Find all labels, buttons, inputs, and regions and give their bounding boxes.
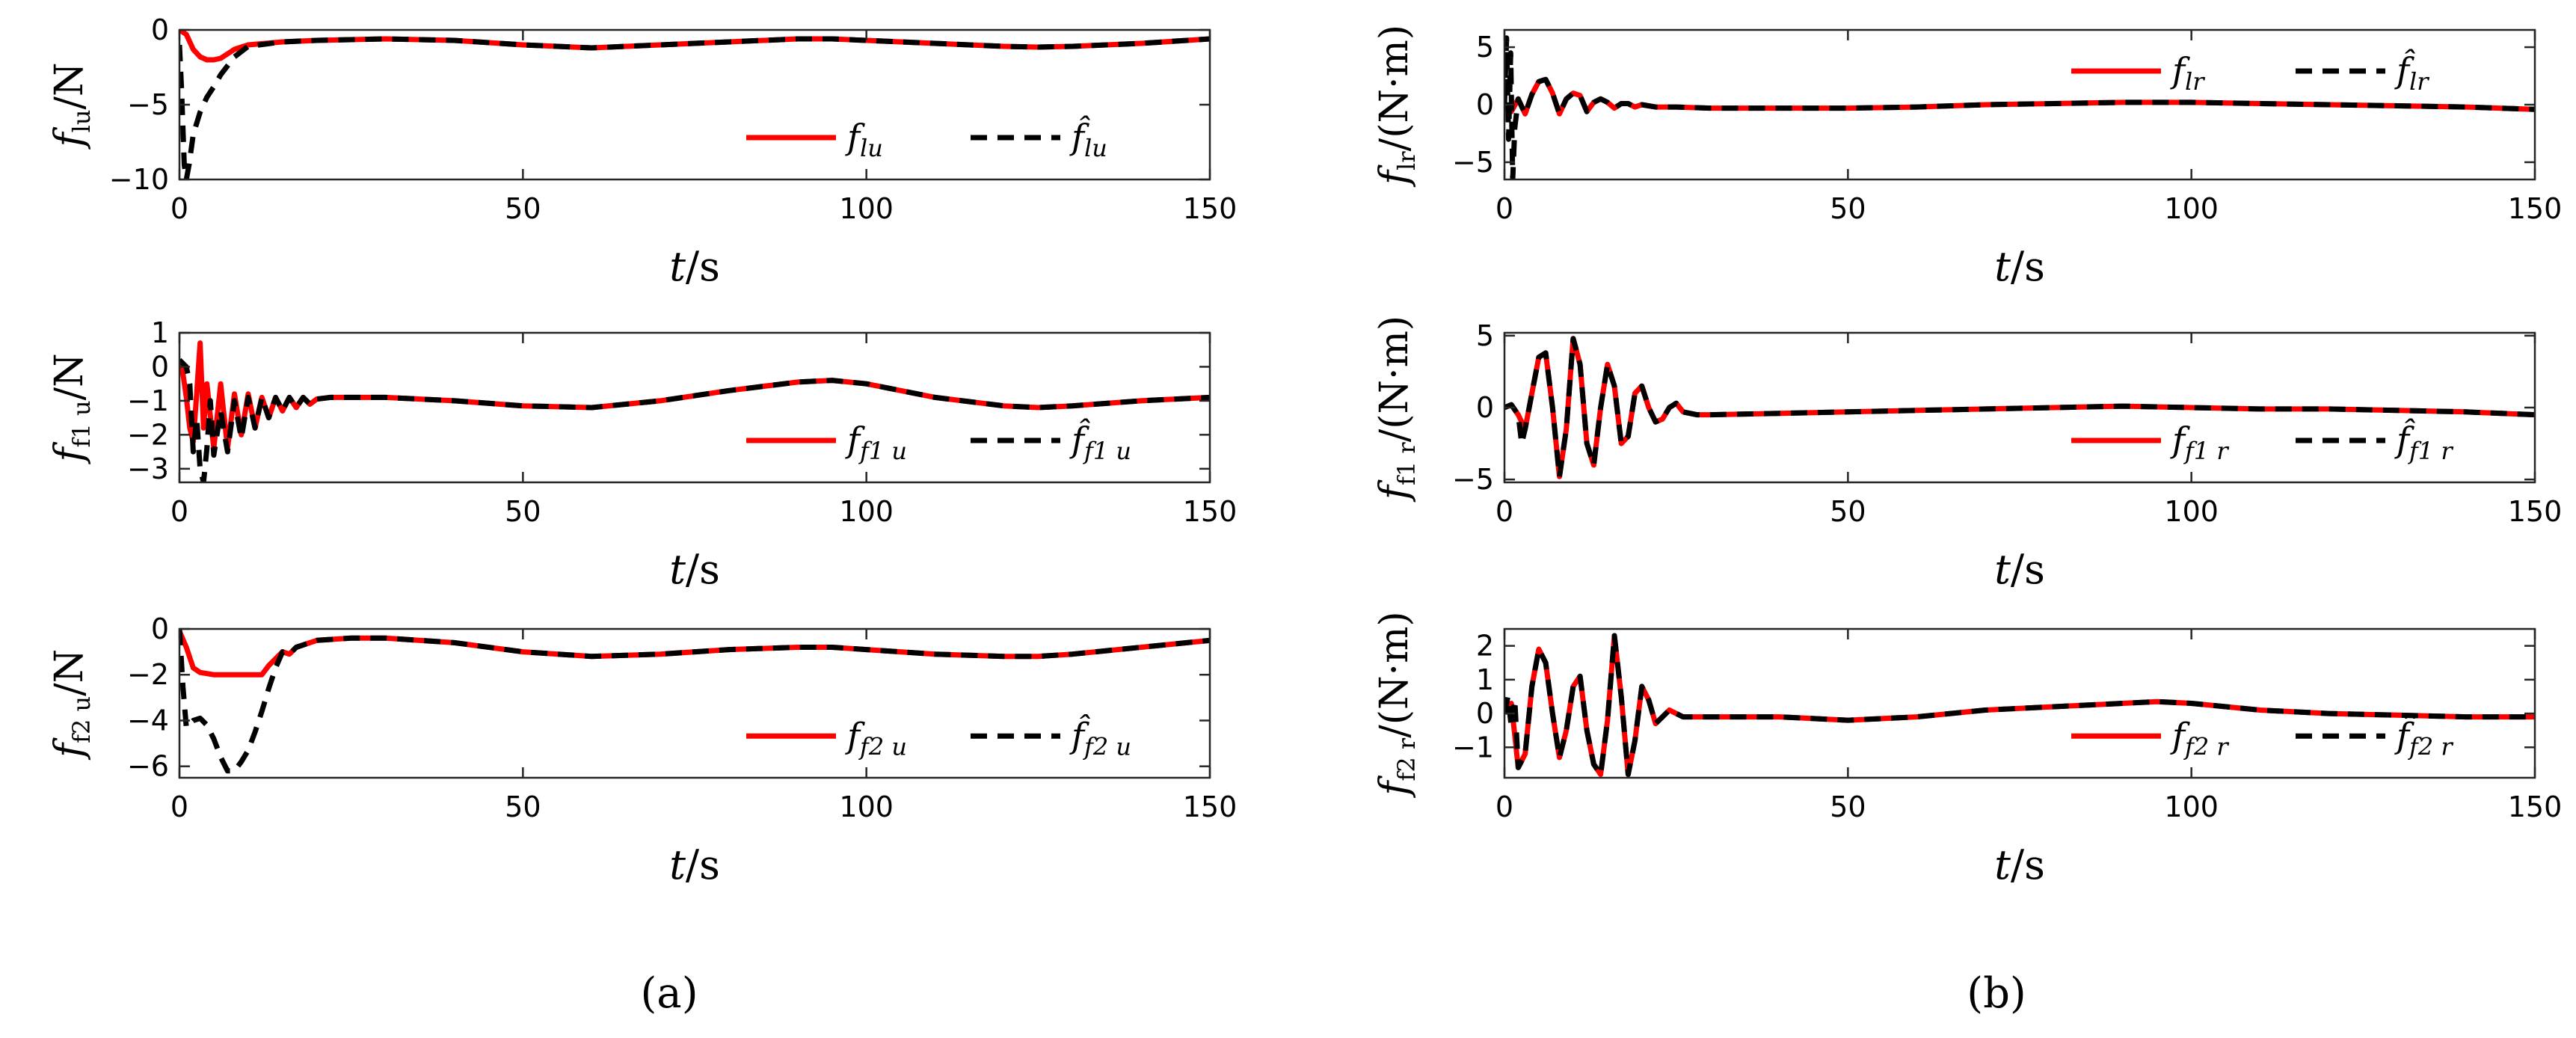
legend-label-2-b1: f̂lr [2394,49,2429,96]
y-tick-label-a2-4: −3 [127,452,169,485]
x-tick-label-b1-3: 150 [2508,192,2563,225]
x-tick-label-a1-3: 150 [1183,192,1238,225]
x-axis-label-b1: t/s [1994,243,2045,290]
legend-a2: ff1 u f̂f1 u [746,418,1131,465]
x-tick-label-a2-0: 0 [170,495,188,528]
x-tick-label-a2-1: 50 [505,495,541,528]
axes-box-a2 [178,331,1211,484]
x-tick-label-b2-2: 100 [2164,495,2219,528]
x-tick-label-b2-3: 150 [2508,495,2563,528]
axes-box-b3 [1503,627,2536,779]
x-tick-label-b1-2: 100 [2164,192,2219,225]
x-tick-label-a3-2: 100 [839,790,894,823]
x-tick-label-b2-1: 50 [1830,495,1866,528]
y-tick-label-b1-1: 0 [1476,88,1494,121]
legend-label-1-b2: ff1 r [2170,420,2229,465]
x-tick-label-a2-3: 150 [1183,495,1238,528]
x-tick-label-a3-1: 50 [505,790,541,823]
y-tick-label-a3-3: −6 [127,750,169,783]
y-axis-label-a1: flu/N [47,62,96,150]
series-line-b2-1 [1504,336,2535,479]
y-tick-label-a3-0: 0 [151,612,169,645]
x-tick-label-b3-1: 50 [1830,790,1866,823]
y-tick-label-a2-2: −1 [127,384,169,417]
y-tick-label-b3-1: 1 [1476,663,1494,696]
legend-b2: ff1 r f̂f1 r [2071,418,2453,465]
axes-box-a3 [178,627,1211,779]
y-tick-label-a1-2: −10 [109,163,169,196]
x-tick-label-b1-1: 50 [1830,192,1866,225]
legend-a1: flu f̂lu [746,115,1107,162]
legend-b3: ff2 r f̂f2 r [2071,713,2453,761]
legend-a3: ff2 u f̂f2 u [746,713,1131,761]
x-tick-label-a2-2: 100 [839,495,894,528]
y-tick-label-a2-1: 0 [151,350,169,383]
legend-label-2-a3: f̂f2 u [1069,713,1131,761]
y-tick-label-b3-0: 2 [1476,630,1494,663]
x-tick-label-a1-2: 100 [839,192,894,225]
x-axis-label-a1: t/s [669,243,720,290]
x-tick-label-b3-2: 100 [2164,790,2219,823]
x-tick-label-b3-0: 0 [1496,790,1513,823]
series-line-a1-1 [179,36,1210,179]
series-line-a3-1 [179,629,1210,774]
axes-box-a1 [178,28,1211,181]
series-line-b3-1 [1504,633,2535,777]
y-tick-label-a3-2: −4 [127,704,169,737]
chart-a3: 0 50 100 150 0 −2 −4 −6 t/s ff2 u/N ff2 u f̂f2 u [47,612,1237,888]
y-tick-label-b1-0: 5 [1476,31,1494,64]
legend-label-2-a1: f̂lu [1069,115,1107,162]
series-line-b1-1 [1504,35,2535,179]
y-axis-label-b2: ff1 r/(N·m) [1372,316,1421,503]
legend-label-1-b3: ff2 r [2170,715,2229,761]
x-tick-label-a3-3: 150 [1183,790,1238,823]
legend-label-1-a1: flu [845,117,883,162]
y-tick-label-a3-1: −2 [127,658,169,691]
x-tick-label-a3-0: 0 [170,790,188,823]
x-axis-label-a2: t/s [669,546,720,593]
x-axis-label-b2: t/s [1994,546,2045,593]
series-line-a2-1 [179,357,1210,482]
legend-label-2-a2: f̂f1 u [1069,418,1131,465]
legend-label-2-b3: f̂f2 r [2394,713,2453,761]
series-line-b1-0 [1504,76,2535,117]
y-tick-label-a1-0: 0 [151,13,169,46]
y-tick-label-b3-2: 0 [1476,697,1494,730]
legend-label-1-a3: ff2 u [845,715,907,761]
y-tick-label-a2-3: −2 [127,418,169,451]
chart-a1: 0 50 100 150 0 −5 −10 t/s flu/N flu f̂lu [47,13,1237,290]
x-tick-label-b3-3: 150 [2508,790,2563,823]
caption-b: (b) [1967,969,2026,1018]
y-tick-label-b1-2: −5 [1452,146,1494,179]
legend-label-2-b2: f̂f1 r [2394,418,2453,465]
y-tick-label-b2-1: 0 [1476,391,1494,424]
caption-a: (a) [640,969,698,1018]
y-axis-label-b3: ff2 r/(N·m) [1372,611,1421,798]
x-tick-label-b1-0: 0 [1496,192,1513,225]
y-tick-label-a2-0: 1 [151,316,169,349]
series-line-b3-0 [1504,633,2535,777]
x-tick-label-a1-1: 50 [505,192,541,225]
x-tick-label-a1-0: 0 [170,192,188,225]
y-tick-label-b2-0: 5 [1476,319,1494,352]
legend-label-1-a2: ff1 u [845,420,907,465]
y-axis-label-b1: flr/(N·m) [1372,25,1421,188]
y-tick-label-b2-2: −5 [1452,463,1494,496]
x-tick-label-b2-0: 0 [1496,495,1513,528]
legend-b1: flr f̂lr [2071,49,2429,96]
x-axis-label-b3: t/s [1994,841,2045,888]
y-tick-label-a1-1: −5 [127,88,169,121]
legend-label-1-b1: flr [2170,50,2205,96]
y-axis-label-a2: ff1 u/N [47,353,96,464]
y-tick-label-b3-3: −1 [1452,731,1494,764]
y-axis-label-a3: ff2 u/N [47,649,96,761]
x-axis-label-a3: t/s [669,841,720,888]
